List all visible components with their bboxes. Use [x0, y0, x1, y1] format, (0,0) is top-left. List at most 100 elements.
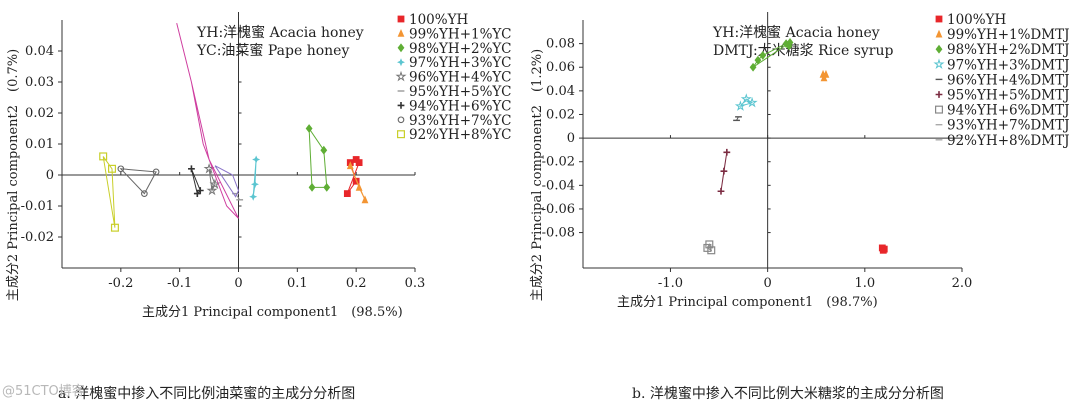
- series-92%YH+8%YC: [99, 152, 119, 232]
- legend-marker: [935, 15, 943, 23]
- data-point: [723, 148, 731, 156]
- legend-marker: [397, 43, 405, 53]
- series-96%YH+4%DMTJ: [733, 116, 742, 122]
- annotation-0: YH:洋槐蜜 Acacia honey: [196, 25, 364, 41]
- data-point: [749, 62, 757, 72]
- data-point: [305, 124, 313, 133]
- series-97%YH+3%DMTJ: [734, 93, 758, 111]
- y-tick-label: 0.04: [546, 84, 575, 99]
- legend-entry: 96%YH+4%YC: [395, 70, 511, 86]
- annotation-0: YH:洋槐蜜 Acacia honey: [712, 25, 880, 41]
- x-tick-label: 0: [764, 276, 772, 291]
- legend-label: 99%YH+1%YC: [409, 26, 511, 42]
- series-100%YH: [343, 156, 363, 197]
- data-point: [880, 245, 888, 253]
- y-tick-label: 0.02: [546, 107, 575, 122]
- data-point: [99, 152, 108, 161]
- legend-entry: 93%YH+7%DMTJ: [935, 118, 1069, 134]
- x-tick-label: 2.0: [952, 276, 973, 291]
- data-point: [822, 69, 830, 78]
- legend-label: 100%YH: [409, 12, 469, 28]
- legend-label: 97%YH+3%DMTJ: [947, 57, 1069, 73]
- y-tick-label: 0.04: [25, 44, 54, 59]
- series-outline: [252, 159, 257, 197]
- data-point: [108, 164, 117, 173]
- y-tick-label: -0.08: [542, 226, 575, 241]
- y-tick-label: -0.06: [542, 202, 575, 217]
- legend-label: 92%YH+8%DMTJ: [947, 133, 1069, 149]
- series-100%YH: [878, 244, 888, 254]
- data-point: [346, 161, 354, 170]
- y-tick-label: -0.02: [542, 155, 575, 170]
- series-outline: [190, 168, 201, 195]
- legend-entry: 100%YH: [935, 12, 1007, 28]
- legend-label: 92%YH+8%YC: [409, 127, 511, 143]
- legend-label: 95%YH+5%YC: [409, 84, 511, 100]
- chart-a: -0.2 -0.1 0 0.1 0.2 0.3 -0.02 -0.01 0 0.01 0.02 0.0…: [6, 12, 511, 320]
- data-point: [740, 93, 752, 104]
- legend-entry: 99%YH+1%DMTJ: [935, 27, 1069, 43]
- legend-entry: 94%YH+6%YC: [397, 98, 511, 114]
- data-point: [152, 168, 160, 176]
- x-tick-label: 1.0: [854, 276, 875, 291]
- legend-label: 94%YH+6%YC: [409, 98, 511, 114]
- data-point: [717, 187, 725, 195]
- legend-entry: 92%YH+8%DMTJ: [935, 133, 1069, 149]
- legend-entry: 100%YH: [397, 12, 469, 28]
- data-point: [355, 183, 363, 191]
- series-outline-9: [176, 22, 239, 219]
- series-outline: [119, 168, 157, 195]
- y-axis-label: 主成分2 Principal component2 (0.7%): [6, 49, 21, 301]
- legend-entry: 97%YH+3%DMTJ: [933, 57, 1069, 73]
- legend-label: 95%YH+5%DMTJ: [947, 88, 1069, 104]
- data-point: [196, 187, 204, 194]
- y-tick-label: 0.03: [25, 75, 54, 90]
- data-point: [250, 180, 259, 189]
- x-tick-label: 0.3: [405, 276, 426, 291]
- data-point: [746, 96, 758, 108]
- legend-entry: 96%YH+4%DMTJ: [935, 72, 1069, 88]
- legend-entry: 98%YH+2%DMTJ: [935, 42, 1069, 58]
- series-outline: [349, 165, 366, 201]
- y-tick-label: 0: [46, 168, 54, 183]
- data-point: [206, 184, 218, 196]
- series-outline: [214, 165, 240, 198]
- series-99%YH+1%YC: [346, 161, 369, 204]
- x-axis-label: 主成分1 Principal component1 (98.5%): [142, 305, 403, 320]
- data-point: [759, 51, 767, 60]
- legend-marker: [934, 105, 943, 114]
- series-94%YH+6%DMTJ: [703, 240, 716, 255]
- data-point: [117, 165, 125, 173]
- y-tick-label: 0.08: [546, 37, 575, 52]
- y-tick-label: 0: [567, 131, 575, 146]
- data-point: [320, 145, 328, 155]
- data-point: [110, 223, 119, 232]
- data-point: [323, 183, 331, 192]
- data-point: [141, 190, 148, 197]
- series-outline: [308, 126, 328, 188]
- x-tick-label: 0.2: [346, 276, 367, 291]
- data-point: [355, 159, 363, 166]
- data-point: [720, 167, 728, 175]
- annotation-1: DMTJ:大米糖浆 Rice syrup: [713, 43, 894, 59]
- data-point: [308, 183, 316, 192]
- y-tick-label: 0.02: [25, 106, 54, 121]
- legend-label: 97%YH+3%YC: [409, 55, 511, 71]
- legend-label: 100%YH: [947, 12, 1007, 28]
- data-point: [707, 246, 716, 255]
- legend-marker: [397, 116, 405, 124]
- legend-label: 93%YH+7%YC: [409, 113, 511, 129]
- series-98%YH+2%DMTJ: [749, 38, 794, 72]
- legend-marker: [397, 102, 405, 109]
- legend-label: 98%YH+2%DMTJ: [947, 42, 1069, 58]
- y-tick-label: -0.04: [542, 178, 575, 193]
- legend-marker: [397, 58, 405, 67]
- series-99%YH+1%DMTJ: [819, 69, 830, 82]
- legend-marker: [395, 70, 407, 82]
- legend-marker: [397, 15, 405, 23]
- data-point: [361, 195, 369, 204]
- legend-label: 96%YH+4%YC: [409, 70, 511, 86]
- data-point: [786, 38, 794, 47]
- x-tick-label: 0.1: [287, 276, 308, 291]
- legend-label: 93%YH+7%DMTJ: [947, 118, 1069, 134]
